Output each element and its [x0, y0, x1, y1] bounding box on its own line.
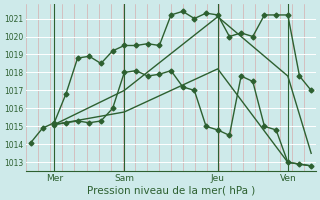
X-axis label: Pression niveau de la mer( hPa ): Pression niveau de la mer( hPa )	[87, 186, 255, 196]
